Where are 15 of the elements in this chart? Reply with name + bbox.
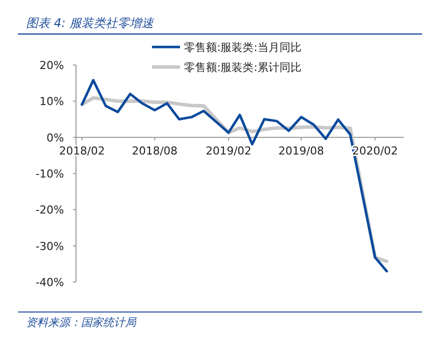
chart-title: 图表 4: 服装类社零增速 (26, 16, 154, 30)
y-tick-label: 20% (40, 59, 64, 72)
y-tick-label: -20% (36, 204, 64, 217)
y-tick-label: -30% (36, 240, 64, 253)
text: 资料来源：国家统计局 (26, 316, 137, 329)
x-tick-label: 2019/02 (206, 144, 252, 158)
y-tick-label: 10% (40, 95, 64, 108)
x-tick-label: 2018/02 (59, 144, 105, 158)
y-tick-label: 0% (46, 131, 64, 144)
legend-label: 零售额:服装类:累计同比 (184, 61, 302, 74)
legend-label: 零售额:服装类:当月同比 (184, 41, 302, 54)
y-tick-label: -40% (36, 276, 64, 289)
x-tick-label: 2019/08 (278, 144, 324, 158)
x-tick-label: 2018/08 (132, 144, 178, 158)
y-tick-label: -10% (36, 168, 64, 180)
